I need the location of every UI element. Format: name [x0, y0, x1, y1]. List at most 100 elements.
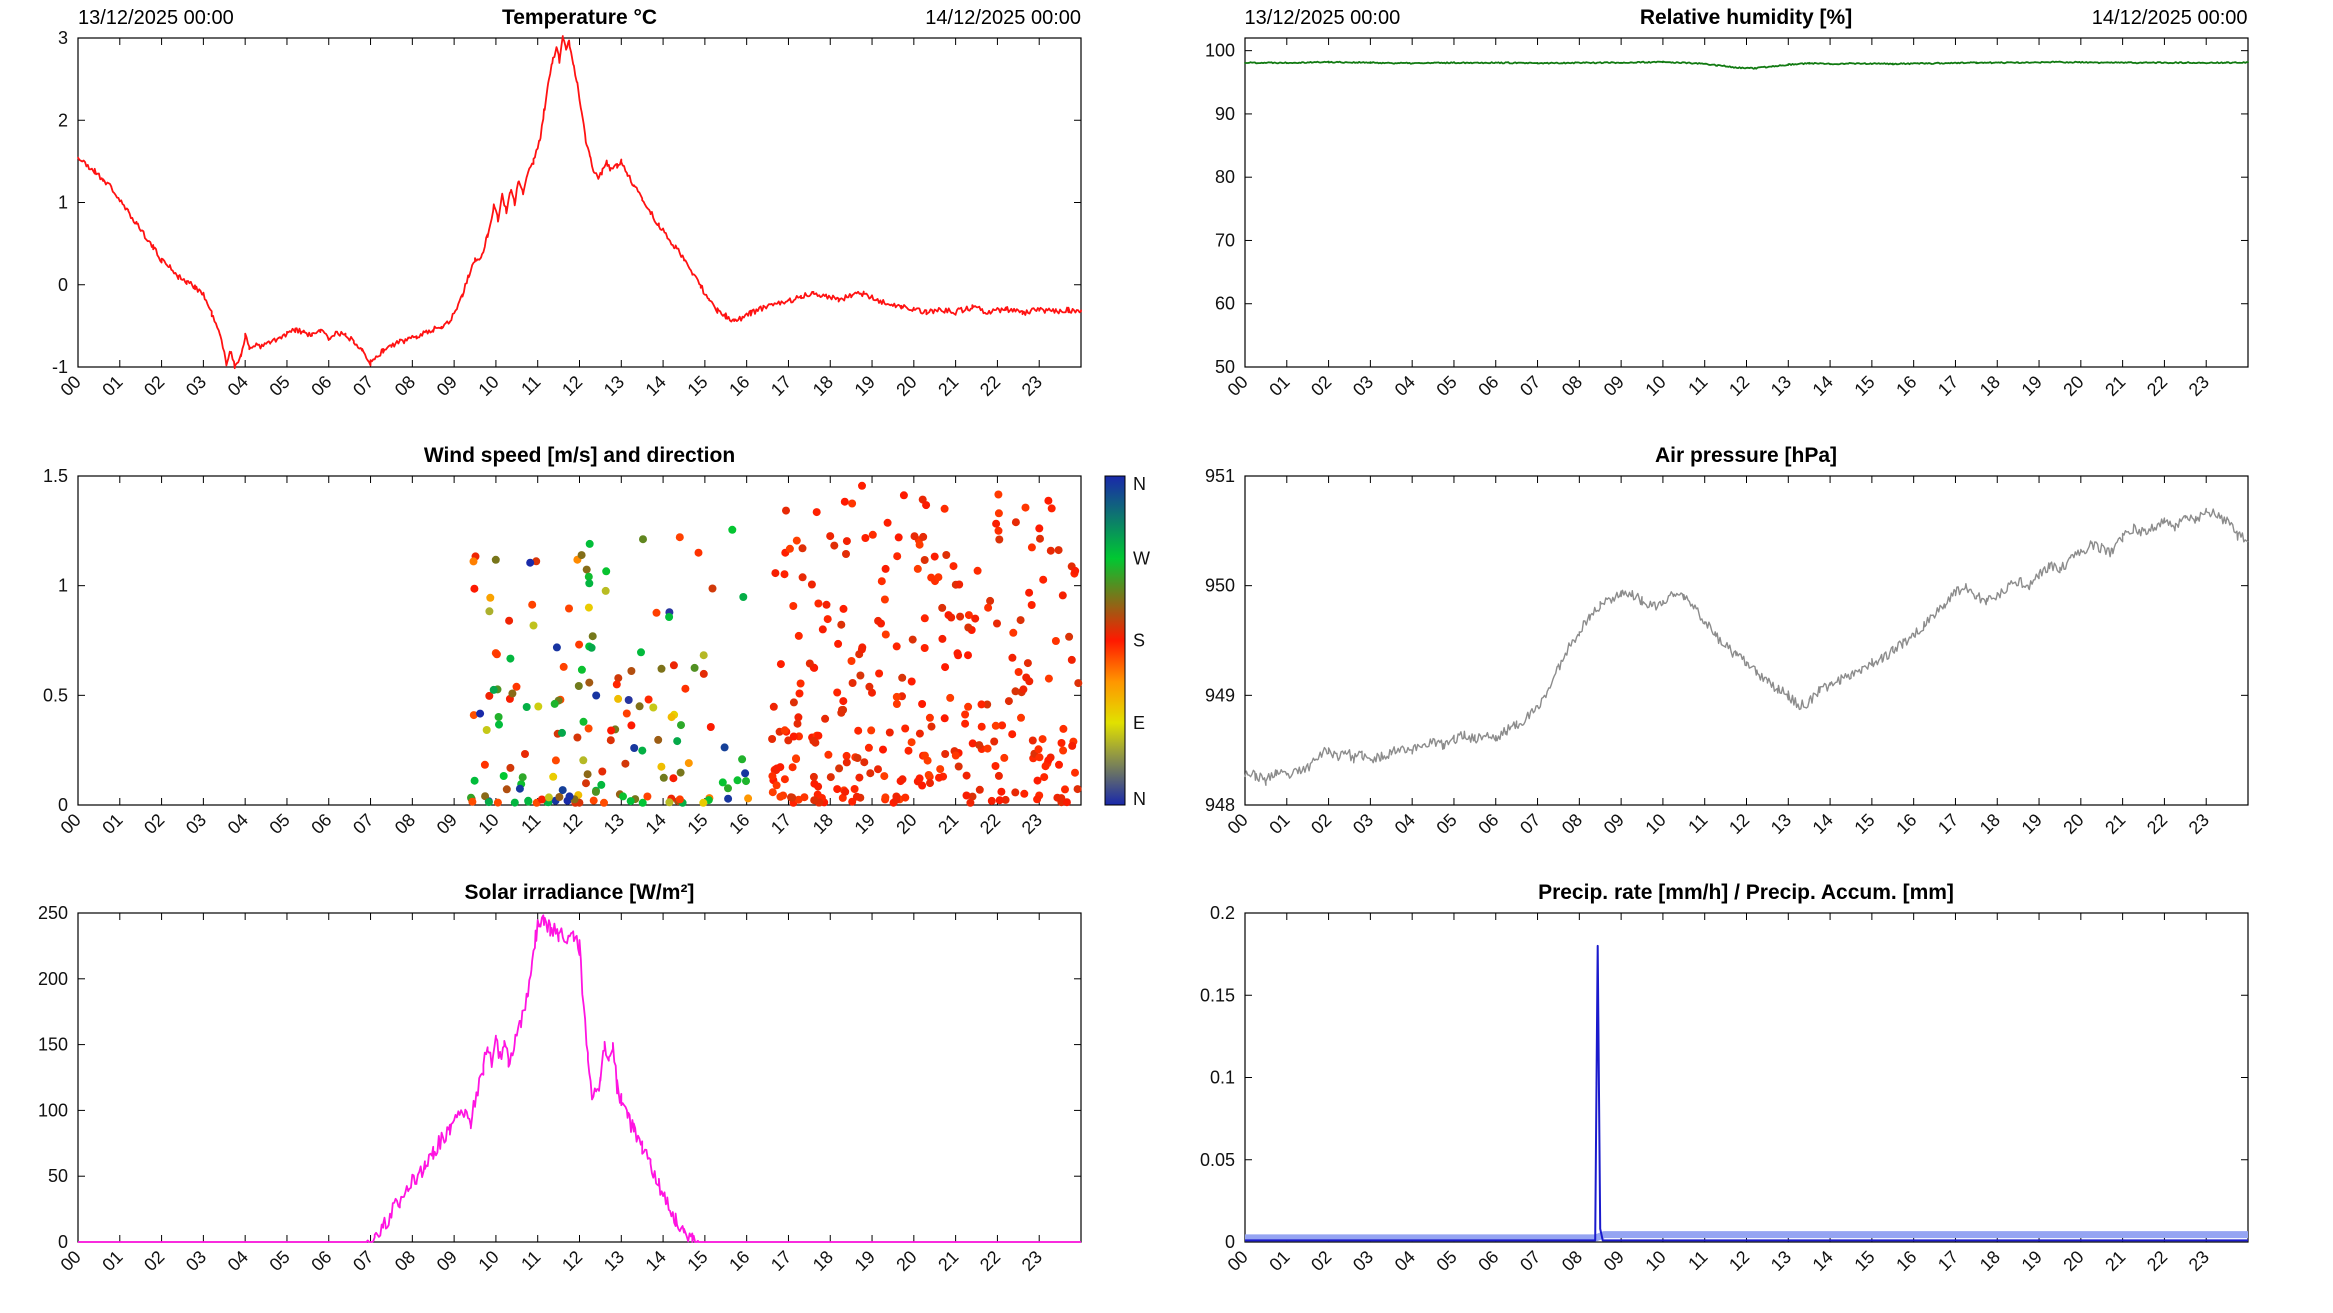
precip-plot: 00 01 02 03 04 05 06 07 08 09 10 11 12 13 14 15 16 17 18 19…: [1199, 905, 2250, 1275]
svg-text:22: 22: [2142, 809, 2170, 837]
temperature-plot: 00 01 02 03 04 05 06 07 08 09 10 11 12 13 14 15 16 17 18 19…: [52, 30, 1082, 400]
svg-text:05: 05: [265, 1247, 293, 1275]
svg-text:951: 951: [1204, 468, 1234, 486]
svg-text:11: 11: [517, 809, 544, 836]
svg-text:12: 12: [1725, 1247, 1753, 1275]
precip-title: Precip. rate [mm/h] / Precip. Accum. [mm…: [1538, 881, 1954, 905]
svg-text:15: 15: [683, 372, 711, 400]
svg-text:22: 22: [2142, 1247, 2170, 1275]
svg-text:04: 04: [224, 1247, 252, 1275]
svg-text:100: 100: [1204, 41, 1234, 61]
svg-text:23: 23: [2184, 372, 2212, 400]
svg-text:08: 08: [1557, 809, 1585, 837]
svg-text:1: 1: [58, 193, 68, 213]
svg-text:07: 07: [1516, 372, 1544, 400]
start-datetime-label: 13/12/2025 00:00: [1244, 7, 1401, 29]
svg-text:20: 20: [2059, 372, 2087, 400]
svg-text:02: 02: [140, 809, 168, 837]
svg-text:90: 90: [1214, 104, 1234, 124]
svg-text:11: 11: [517, 372, 544, 399]
solar-chart-header: Solar irradiance [W/m²]: [0, 875, 1166, 905]
pressure-chart-header: Air pressure [hPa]: [1167, 438, 2333, 468]
svg-text:23: 23: [1018, 372, 1046, 400]
svg-text:02: 02: [140, 1247, 168, 1275]
humidity-chart: 13/12/2025 00:00 Relative humidity [%] 1…: [1167, 0, 2333, 437]
solar-chart: Solar irradiance [W/m²] 00 01 02 03 04 05 06 07…: [0, 875, 1166, 1312]
humidity-title: Relative humidity [%]: [1639, 6, 1853, 29]
svg-text:21: 21: [2101, 372, 2129, 400]
svg-text:23: 23: [1018, 809, 1046, 837]
svg-text:13: 13: [1766, 809, 1794, 837]
svg-text:0.5: 0.5: [43, 685, 68, 705]
temperature-chart-header: 13/12/2025 00:00 Temperature °C 14/12/20…: [0, 0, 1166, 30]
svg-text:0: 0: [58, 1232, 68, 1252]
svg-text:50: 50: [1214, 357, 1234, 377]
svg-text:07: 07: [349, 809, 377, 837]
svg-text:18: 18: [809, 809, 837, 837]
svg-text:21: 21: [2101, 809, 2129, 837]
svg-text:13: 13: [600, 372, 628, 400]
svg-text:0.15: 0.15: [1199, 986, 1234, 1006]
svg-text:13: 13: [600, 809, 628, 837]
svg-text:-1: -1: [52, 357, 68, 377]
pressure-title: Air pressure [hPa]: [1654, 443, 1838, 467]
svg-text:12: 12: [558, 372, 586, 400]
svg-text:15: 15: [1850, 1247, 1878, 1275]
svg-text:17: 17: [767, 809, 795, 837]
svg-text:17: 17: [1933, 1247, 1961, 1275]
svg-text:06: 06: [307, 372, 335, 400]
svg-text:14: 14: [642, 1247, 670, 1275]
svg-text:03: 03: [1348, 809, 1376, 837]
svg-text:13: 13: [600, 1247, 628, 1275]
svg-text:21: 21: [934, 1247, 962, 1275]
svg-text:1.5: 1.5: [43, 468, 68, 486]
svg-text:09: 09: [1599, 372, 1627, 400]
svg-text:18: 18: [1975, 809, 2003, 837]
svg-text:02: 02: [1307, 372, 1335, 400]
svg-text:18: 18: [809, 1247, 837, 1275]
svg-text:150: 150: [38, 1035, 68, 1055]
svg-text:16: 16: [725, 1247, 753, 1275]
svg-text:21: 21: [934, 372, 962, 400]
svg-text:18: 18: [1975, 372, 2003, 400]
svg-text:07: 07: [349, 372, 377, 400]
svg-text:20: 20: [892, 372, 920, 400]
svg-text:22: 22: [2142, 372, 2170, 400]
svg-text:20: 20: [892, 1247, 920, 1275]
svg-text:16: 16: [725, 809, 753, 837]
svg-text:17: 17: [767, 372, 795, 400]
svg-text:19: 19: [851, 809, 879, 837]
svg-text:03: 03: [182, 372, 210, 400]
svg-text:23: 23: [2184, 809, 2212, 837]
svg-text:16: 16: [1892, 1247, 1920, 1275]
svg-text:23: 23: [1018, 1247, 1046, 1275]
svg-text:13: 13: [1766, 372, 1794, 400]
solar-title: Solar irradiance [W/m²]: [464, 881, 695, 905]
svg-text:18: 18: [1975, 1247, 2003, 1275]
svg-text:948: 948: [1204, 795, 1234, 815]
svg-text:50: 50: [48, 1167, 68, 1187]
svg-text:01: 01: [1265, 372, 1293, 400]
svg-text:16: 16: [1892, 372, 1920, 400]
svg-text:01: 01: [1265, 1247, 1293, 1275]
svg-text:17: 17: [1933, 372, 1961, 400]
precip-chart-header: Precip. rate [mm/h] / Precip. Accum. [mm…: [1167, 875, 2333, 905]
svg-text:W: W: [1133, 548, 1150, 568]
pressure-plot: 00 01 02 03 04 05 06 07 08 09 10 11 12 13 14 15 16 17 18 19…: [1204, 468, 2249, 838]
svg-text:1: 1: [58, 575, 68, 595]
svg-text:19: 19: [851, 1247, 879, 1275]
svg-text:06: 06: [1474, 1247, 1502, 1275]
svg-text:08: 08: [391, 372, 419, 400]
start-datetime-label: 13/12/2025 00:00: [78, 7, 234, 29]
svg-text:03: 03: [1348, 372, 1376, 400]
svg-text:08: 08: [1557, 372, 1585, 400]
svg-text:E: E: [1133, 712, 1145, 732]
svg-text:09: 09: [433, 372, 461, 400]
svg-text:0: 0: [58, 795, 68, 815]
svg-text:09: 09: [433, 809, 461, 837]
svg-text:10: 10: [1641, 809, 1669, 837]
svg-text:70: 70: [1214, 230, 1234, 250]
svg-text:07: 07: [349, 1247, 377, 1275]
svg-text:09: 09: [1599, 809, 1627, 837]
svg-text:14: 14: [1808, 372, 1836, 400]
